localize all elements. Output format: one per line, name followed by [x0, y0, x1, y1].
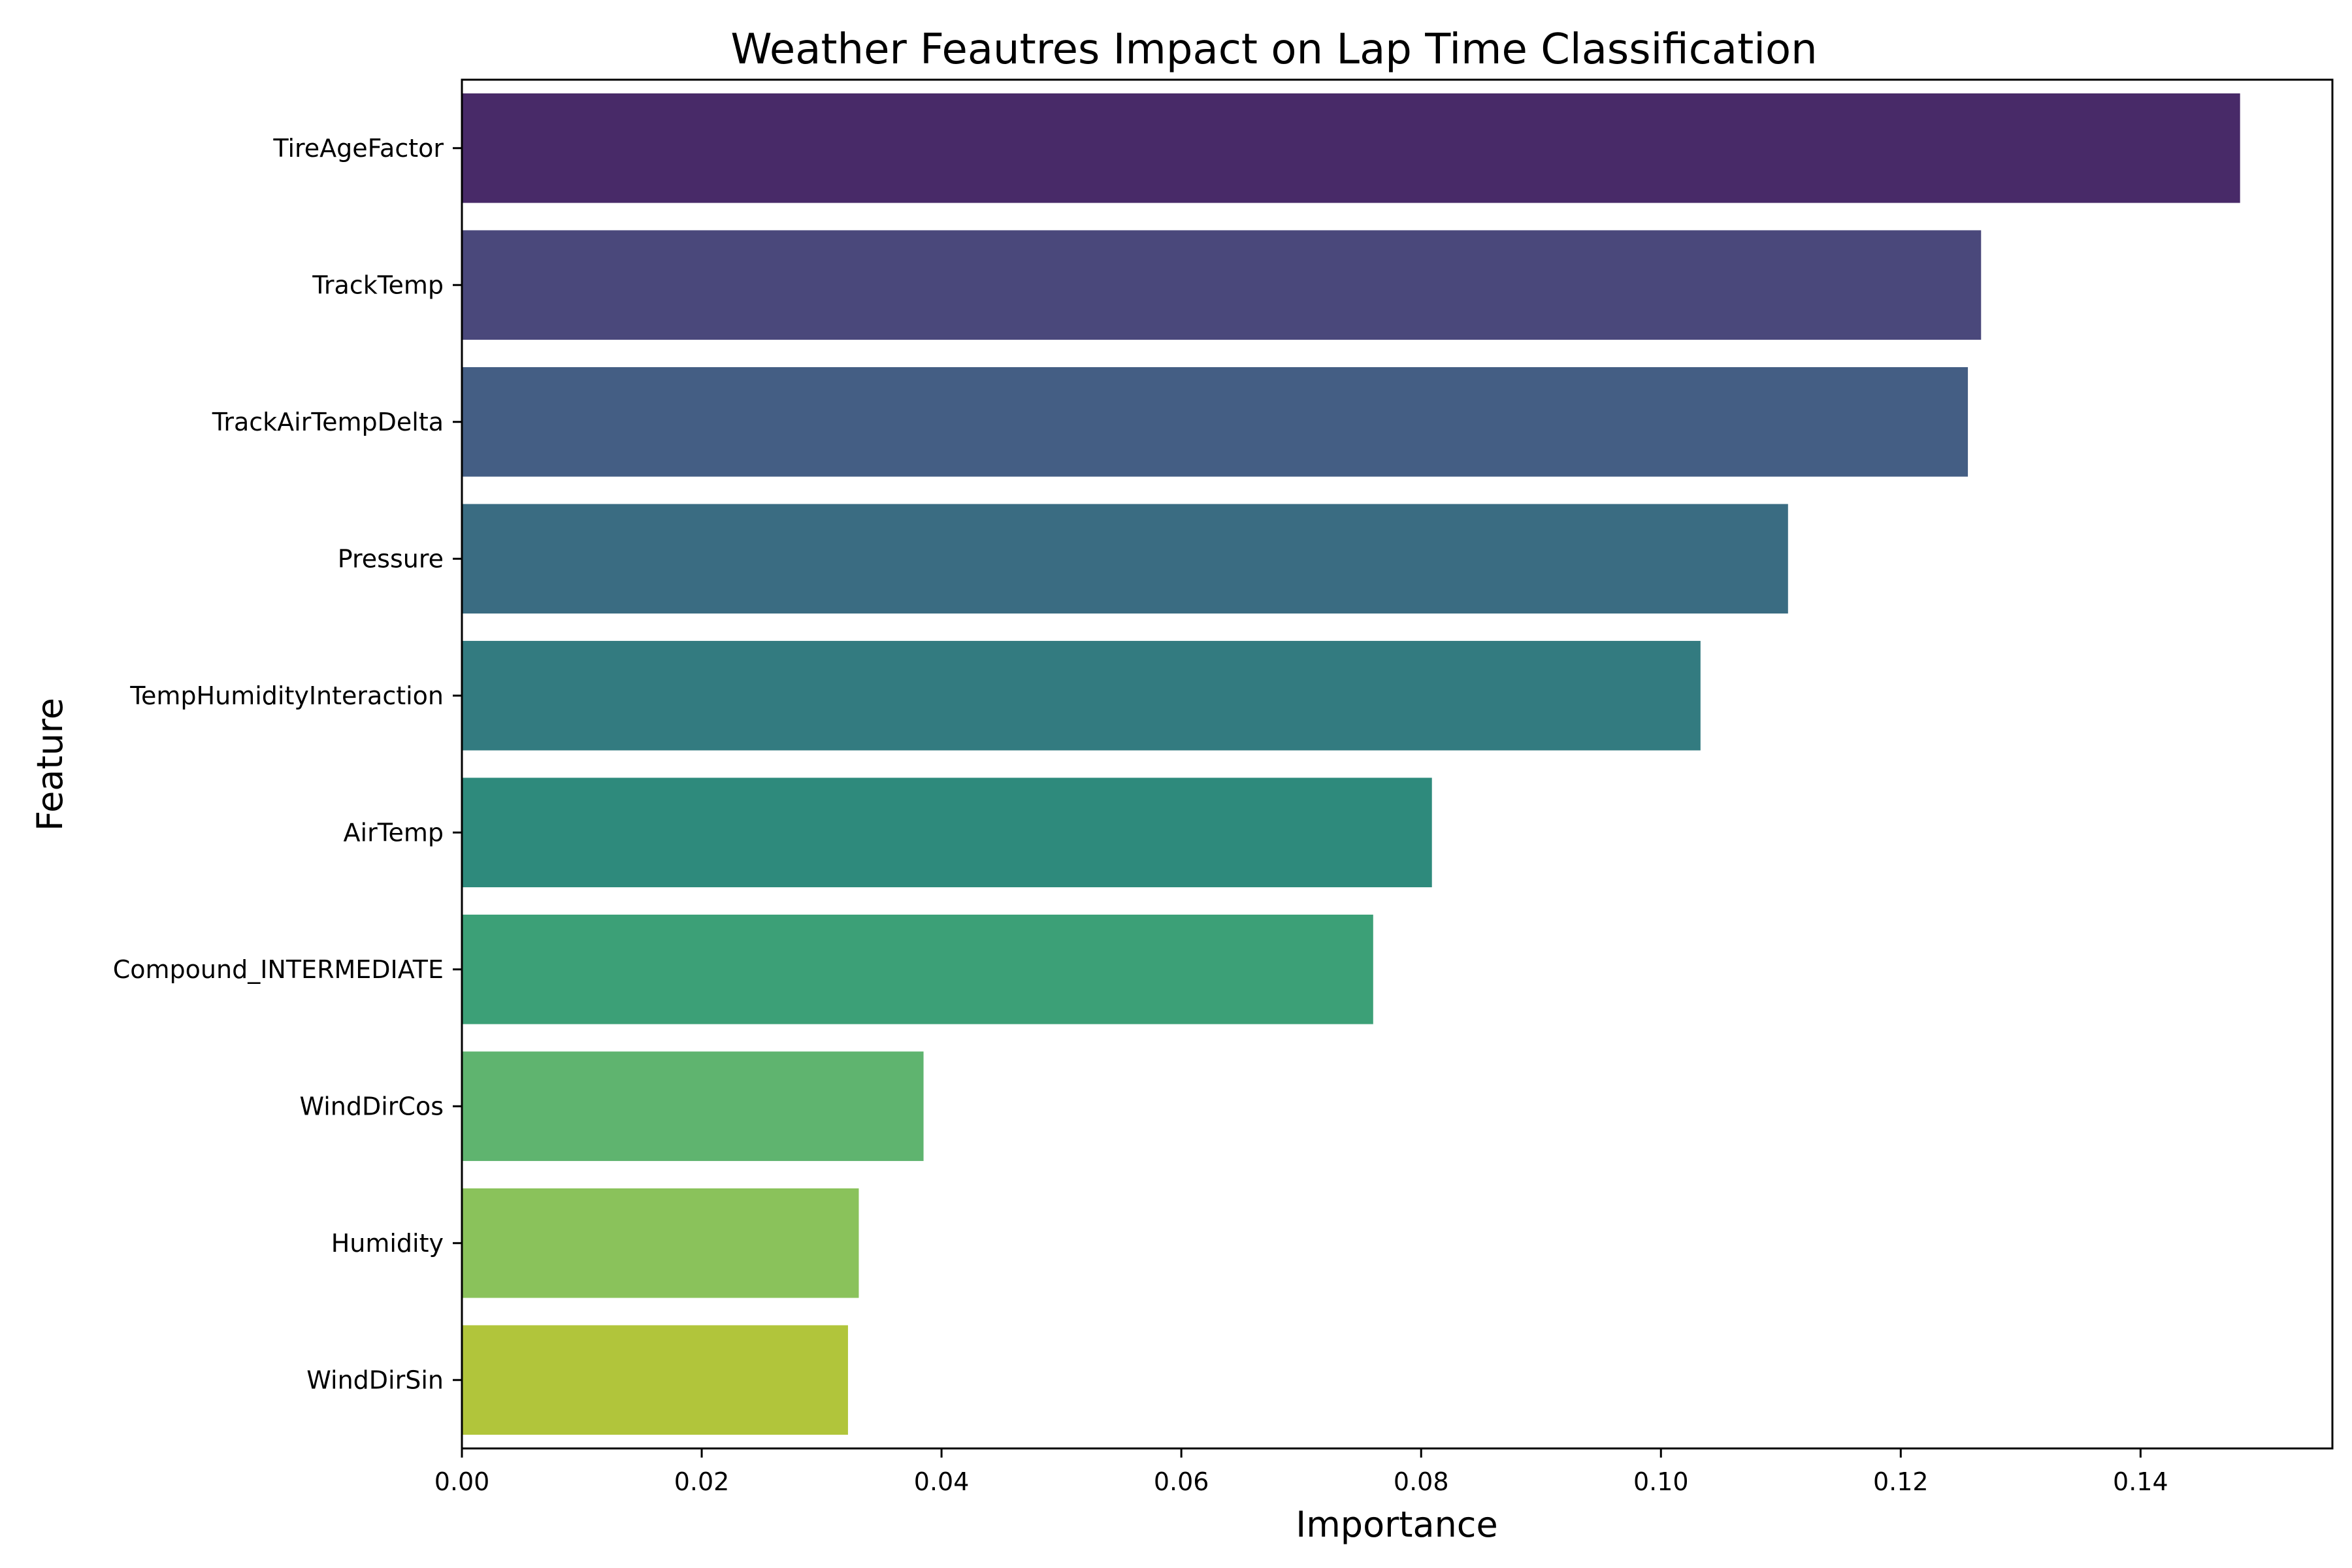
y-tick-label-compound-intermediate: Compound_INTERMEDIATE — [113, 955, 444, 984]
x-tick-label: 0.12 — [1873, 1467, 1929, 1496]
plot-frame — [461, 78, 2334, 1450]
x-tick-group: 0.00 0.02 0.04 0.06 0.08 0.10 0.12 0.14 — [434, 1448, 2168, 1496]
y-axis-label: Feature — [29, 698, 71, 831]
y-tick-label-temphumidityinteraction: TempHumidityInteraction — [129, 681, 444, 710]
y-tick-label-humidity: Humidity — [331, 1229, 444, 1258]
y-tick-label-tracktemp: TrackTemp — [312, 270, 444, 299]
bar-airtemp — [462, 777, 1432, 888]
bar-tracktemp — [462, 230, 1982, 340]
y-tick-label-winddircos: WindDirCos — [299, 1092, 444, 1120]
bar-winddirsin — [462, 1325, 848, 1435]
bars-group — [462, 93, 2240, 1435]
x-tick-label: 0.04 — [914, 1467, 970, 1496]
x-tick-label: 0.00 — [434, 1467, 490, 1496]
x-tick-label: 0.02 — [674, 1467, 730, 1496]
x-tick-label: 0.08 — [1394, 1467, 1449, 1496]
bar-compound-intermediate — [462, 914, 1373, 1024]
x-tick-label: 0.10 — [1633, 1467, 1689, 1496]
x-tick-label: 0.06 — [1154, 1467, 1209, 1496]
bar-temphumidityinteraction — [462, 640, 1701, 751]
y-tick-label-tireagefactor: TireAgeFactor — [272, 134, 444, 163]
bar-tireagefactor — [462, 93, 2240, 203]
x-tick-label: 0.14 — [2113, 1467, 2168, 1496]
bar-humidity — [462, 1188, 859, 1298]
y-tick-label-airtemp: AirTemp — [344, 818, 444, 847]
chart-title: Weather Feautres Impact on Lap Time Clas… — [730, 25, 1817, 74]
bar-pressure — [462, 504, 1788, 614]
y-tick-label-trackairtempdelta: TrackAirTempDelta — [212, 408, 444, 436]
y-tick-group: TireAgeFactor TrackTemp TrackAirTempDelta P… — [113, 134, 462, 1394]
bar-winddircos — [462, 1051, 924, 1162]
y-tick-label-winddirsin: WindDirSin — [306, 1365, 444, 1394]
bar-trackairtempdelta — [462, 367, 1968, 477]
y-tick-label-pressure: Pressure — [338, 544, 444, 573]
x-axis-label: Importance — [1296, 1504, 1497, 1545]
